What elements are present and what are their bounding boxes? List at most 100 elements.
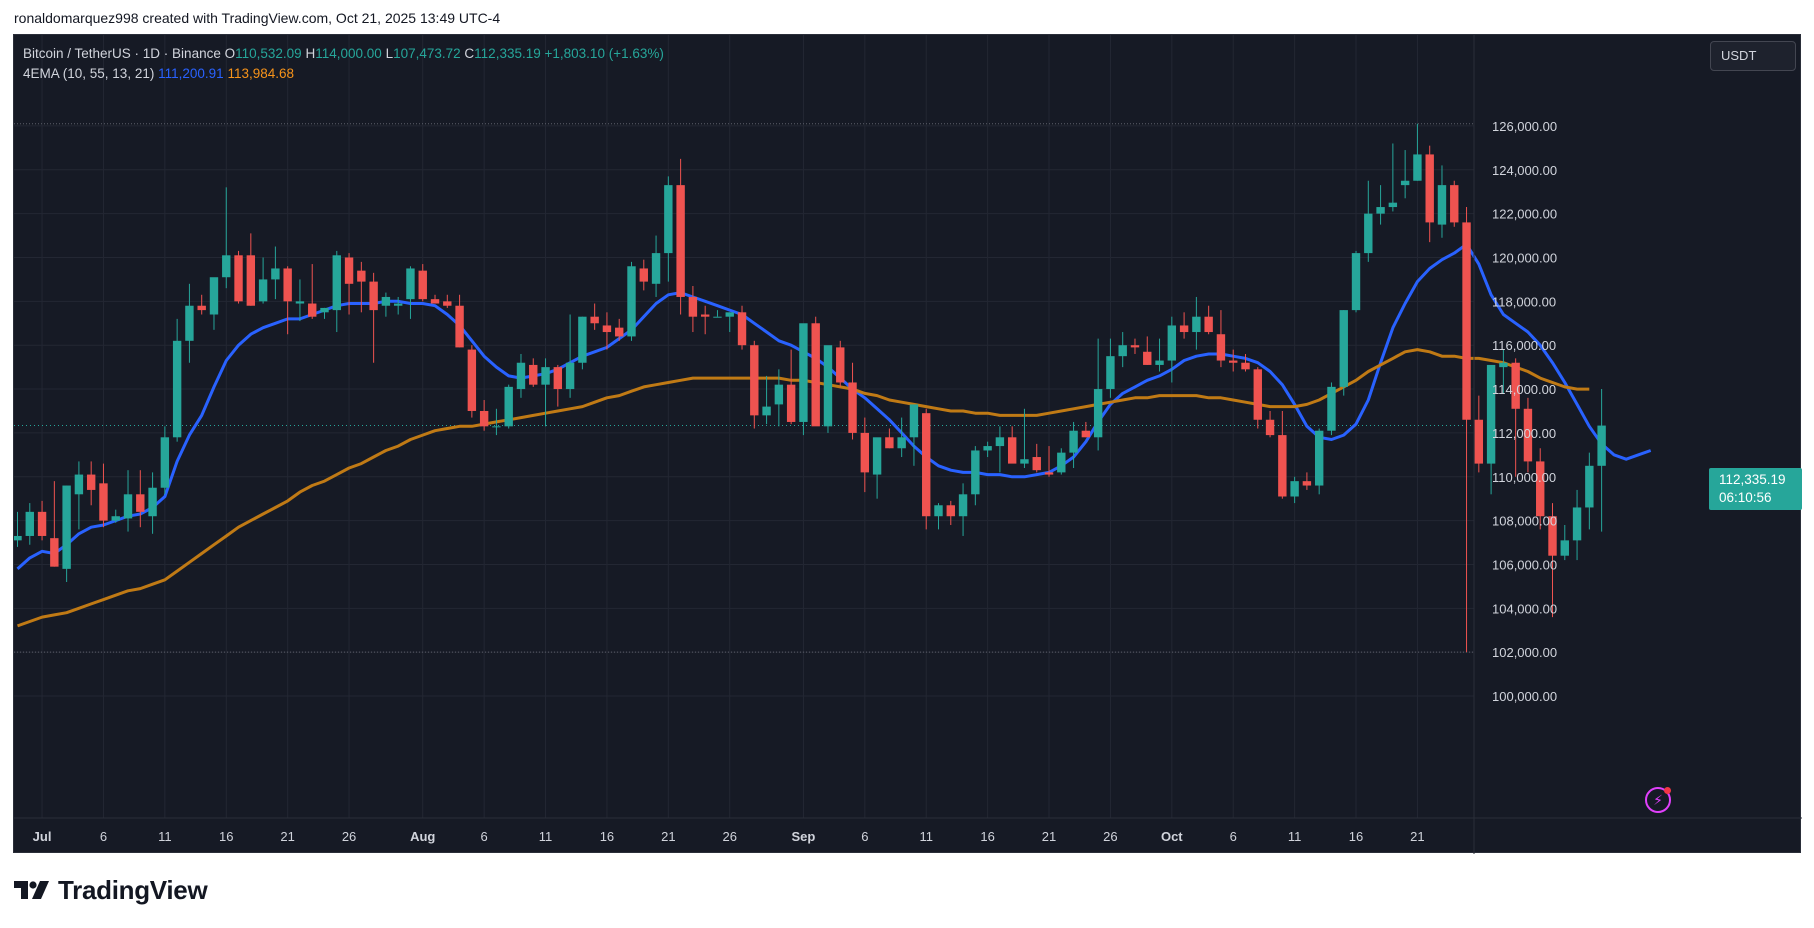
- candle: [995, 426, 1005, 473]
- candle: [492, 408, 501, 436]
- y-tick-label: 116,000.00: [1492, 338, 1556, 353]
- candle-body: [1118, 345, 1127, 357]
- candle-body: [1511, 362, 1520, 409]
- bar-countdown: 06:10:56: [1719, 490, 1772, 505]
- candle-body: [246, 255, 256, 306]
- candle: [1130, 338, 1140, 354]
- candle: [651, 235, 661, 297]
- candle-body: [283, 268, 292, 302]
- candle: [664, 176, 673, 282]
- candle-body: [123, 494, 133, 519]
- candle: [627, 261, 636, 341]
- candle: [14, 511, 22, 547]
- candle: [1314, 428, 1324, 495]
- candle: [369, 272, 378, 363]
- candle: [393, 296, 403, 315]
- candle-body: [872, 437, 882, 475]
- candle-body: [1241, 362, 1250, 370]
- x-tick-label: 26: [723, 829, 737, 844]
- symbol-label[interactable]: Bitcoin / TetherUS · 1D · Binance: [23, 46, 221, 61]
- x-tick-label: 6: [481, 829, 488, 844]
- candle: [430, 294, 440, 304]
- candle-body: [1364, 213, 1373, 254]
- indicator-label[interactable]: 4EMA (10, 55, 13, 21): [23, 66, 155, 81]
- candle: [172, 318, 182, 442]
- candle-body: [786, 384, 796, 422]
- x-tick-label: Oct: [1161, 829, 1183, 844]
- candle: [1216, 310, 1226, 368]
- candle: [1302, 472, 1312, 490]
- candle-body: [1597, 425, 1606, 466]
- candle: [197, 294, 206, 315]
- candle-body: [1302, 481, 1312, 486]
- candle: [344, 253, 354, 315]
- candle-body: [1081, 430, 1091, 438]
- candle: [1474, 395, 1484, 473]
- lightning-icon[interactable]: ⚡: [1645, 787, 1671, 813]
- chart-panel[interactable]: 100,000.00 102,000.00 104,000.00 106,000.00…: [13, 34, 1802, 854]
- candle-body: [1351, 253, 1361, 311]
- y-tick-label: 120,000.00: [1492, 250, 1557, 265]
- candlestick-chart[interactable]: 100,000.00 102,000.00 104,000.00 106,000.00…: [14, 35, 1802, 854]
- candle-body: [750, 345, 759, 416]
- candle: [320, 307, 329, 319]
- candle-body: [983, 446, 992, 451]
- candle: [99, 463, 108, 528]
- candle: [909, 404, 919, 466]
- candle-body: [1278, 435, 1287, 497]
- candle-body: [1425, 154, 1434, 223]
- candle: [1192, 296, 1201, 350]
- candle: [1081, 421, 1091, 438]
- x-tick-label: 6: [1230, 829, 1237, 844]
- candle-body: [504, 386, 513, 427]
- candle: [823, 345, 833, 433]
- candle: [357, 261, 366, 313]
- y-tick-label: 114,000.00: [1492, 382, 1556, 397]
- candle-body: [1462, 222, 1471, 420]
- candle: [123, 470, 133, 532]
- candle: [1179, 312, 1189, 339]
- candle: [848, 362, 857, 440]
- candle-body: [1413, 154, 1422, 181]
- tradingview-logo-icon: [14, 881, 49, 899]
- candle-body: [172, 340, 182, 438]
- y-tick-label: 110,000.00: [1492, 470, 1556, 485]
- candle-body: [922, 413, 931, 517]
- candle-body: [62, 485, 71, 569]
- x-tick-label: 21: [280, 829, 294, 844]
- candle: [578, 316, 587, 370]
- candle-body: [1314, 430, 1324, 486]
- candle: [25, 503, 34, 545]
- candle: [553, 364, 563, 407]
- candle: [737, 305, 747, 350]
- candle: [1118, 332, 1127, 368]
- candle: [148, 472, 157, 534]
- candle: [1278, 410, 1287, 499]
- candle: [1450, 180, 1459, 227]
- high-label: H: [305, 46, 316, 61]
- candle-body: [1474, 419, 1484, 464]
- candle: [688, 285, 698, 333]
- candle: [1597, 389, 1606, 532]
- candle-body: [860, 432, 870, 473]
- ema-line-ema-10: [16, 242, 1652, 571]
- current-price-label: 112,335.19 06:10:56: [1709, 468, 1802, 510]
- candle: [37, 500, 47, 541]
- candle-body: [1143, 351, 1152, 365]
- candle: [50, 481, 59, 567]
- candle-body: [37, 511, 47, 536]
- currency-button[interactable]: USDT: [1710, 41, 1796, 71]
- candle-body: [909, 404, 919, 438]
- candle: [295, 279, 305, 322]
- candle: [308, 264, 317, 319]
- y-tick-label: 124,000.00: [1492, 163, 1557, 178]
- candle: [62, 485, 71, 583]
- brand-logo[interactable]: TradingView: [14, 872, 208, 908]
- candle-body: [627, 266, 636, 337]
- candle: [136, 470, 145, 528]
- candle-body: [516, 362, 526, 390]
- candle-body: [1536, 461, 1545, 517]
- candle-body: [1007, 437, 1017, 464]
- candle: [750, 340, 759, 429]
- candle-body: [357, 270, 366, 282]
